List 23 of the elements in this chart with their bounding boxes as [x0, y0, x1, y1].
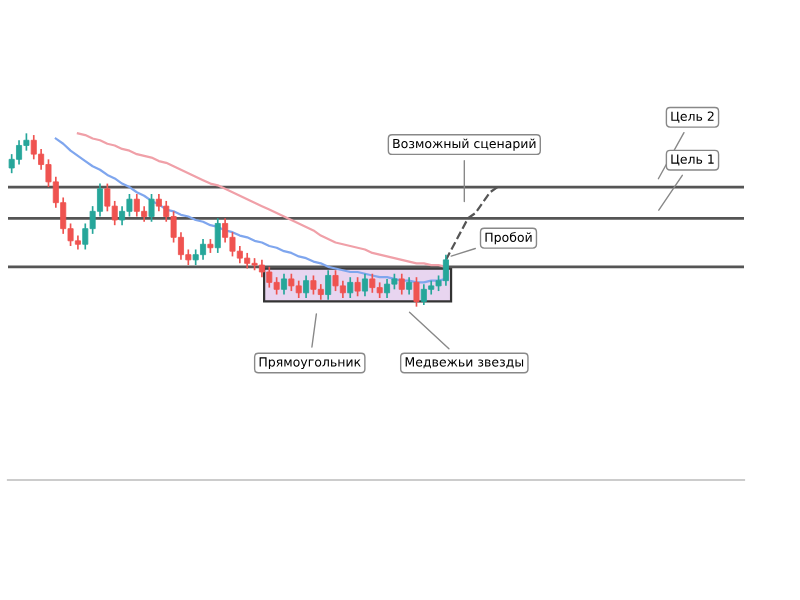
candlestick — [16, 139, 23, 166]
candlestick — [133, 193, 140, 218]
candlestick — [369, 272, 376, 294]
candlestick — [303, 274, 310, 299]
candlestick — [310, 274, 317, 296]
candlestick — [266, 265, 273, 289]
candlestick — [214, 217, 221, 254]
candlestick — [281, 272, 287, 296]
candlestick — [413, 276, 420, 308]
candlestick — [347, 276, 354, 299]
candlestick — [384, 278, 391, 299]
candlestick — [420, 283, 427, 306]
candlestick — [126, 193, 133, 218]
candlestick — [361, 272, 368, 298]
candlestick — [222, 217, 229, 244]
candlestick — [442, 253, 449, 287]
candlestick — [325, 269, 332, 301]
candlestick — [148, 193, 155, 223]
candlestick — [200, 238, 207, 261]
candlestick — [119, 205, 126, 227]
candlestick — [354, 276, 361, 298]
candlestick — [332, 269, 339, 292]
candlestick — [398, 272, 405, 296]
